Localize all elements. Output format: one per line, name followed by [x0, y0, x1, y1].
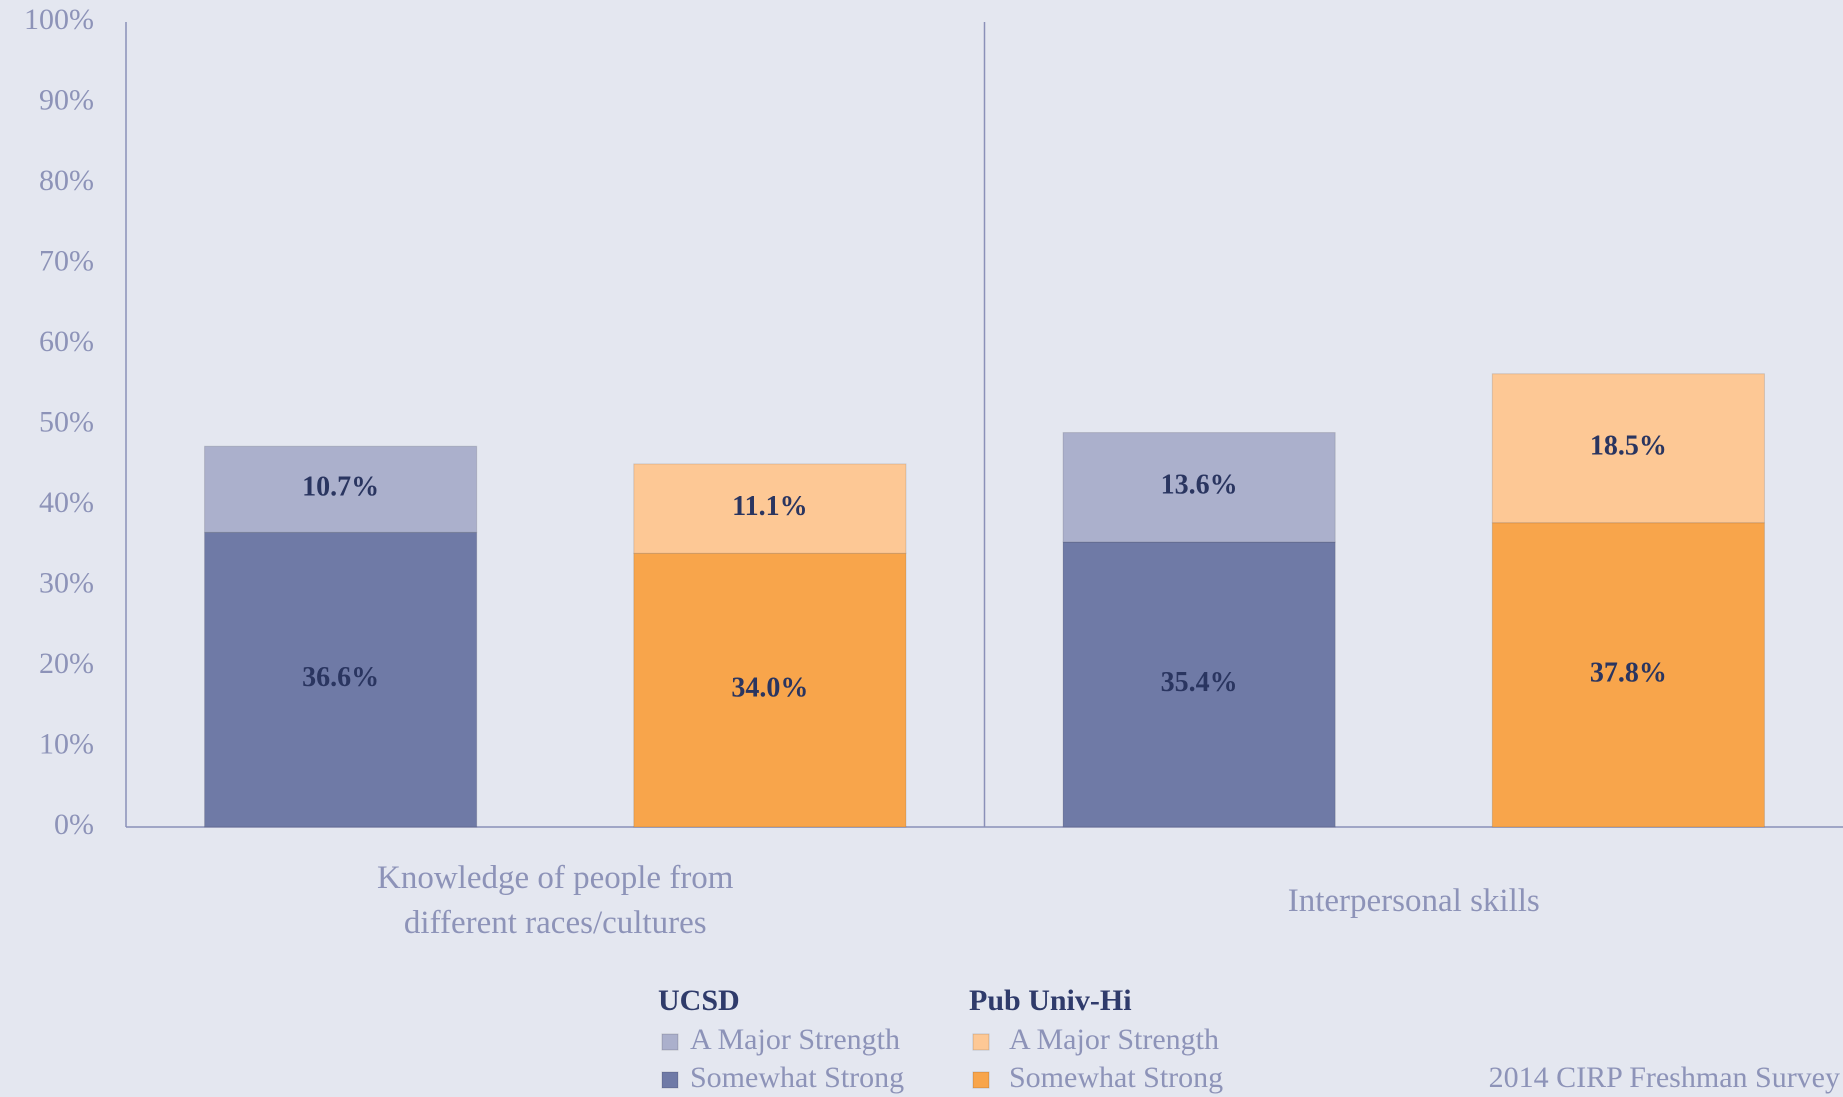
bar-segment — [1062, 541, 1336, 828]
legend-swatch — [661, 1033, 679, 1051]
bar-segment — [1062, 432, 1336, 543]
data-label: 34.0% — [731, 673, 808, 704]
legend-label: A Major Strength — [690, 1023, 900, 1056]
y-tick-label: 30% — [39, 566, 94, 599]
data-label: 18.5% — [1590, 431, 1667, 462]
x-tick-label: Interpersonal skills — [1287, 882, 1540, 919]
legend-group-title: UCSD — [658, 984, 740, 1017]
y-tick-label: 90% — [39, 83, 94, 116]
y-tick-label: 40% — [39, 486, 94, 519]
legend-swatch — [972, 1033, 990, 1051]
bar-segment — [1491, 522, 1765, 828]
legend-group-title: Pub Univ-Hi — [969, 984, 1132, 1017]
legend-label: A Major Strength — [1009, 1023, 1219, 1056]
y-tick-label: 10% — [39, 727, 94, 760]
y-tick-label: 50% — [39, 405, 94, 438]
legend-label: Somewhat Strong — [690, 1061, 904, 1094]
bar-segment — [633, 463, 907, 554]
legend-swatch — [661, 1071, 679, 1089]
data-label: 37.8% — [1590, 657, 1667, 688]
data-label: 11.1% — [732, 491, 807, 522]
bar-segment — [633, 552, 907, 828]
legend-swatch — [972, 1071, 990, 1089]
data-label: 10.7% — [302, 472, 379, 503]
bar-segment — [204, 531, 478, 828]
data-label: 35.4% — [1161, 667, 1238, 698]
x-tick-label: Knowledge of people from different races… — [377, 860, 734, 941]
y-tick-label: 80% — [39, 164, 94, 197]
data-label: 36.6% — [302, 662, 379, 693]
bar-segment — [204, 445, 478, 533]
y-tick-label: 100% — [24, 3, 94, 36]
y-tick-label: 70% — [39, 244, 94, 277]
y-tick-label: 20% — [39, 647, 94, 680]
data-label: 13.6% — [1161, 470, 1238, 501]
source-note: 2014 CIRP Freshman Survey — [1489, 1061, 1840, 1094]
bar-segment — [1491, 373, 1765, 524]
y-tick-label: 60% — [39, 325, 94, 358]
y-tick-label: 0% — [54, 808, 94, 841]
legend-label: Somewhat Strong — [1009, 1061, 1223, 1094]
